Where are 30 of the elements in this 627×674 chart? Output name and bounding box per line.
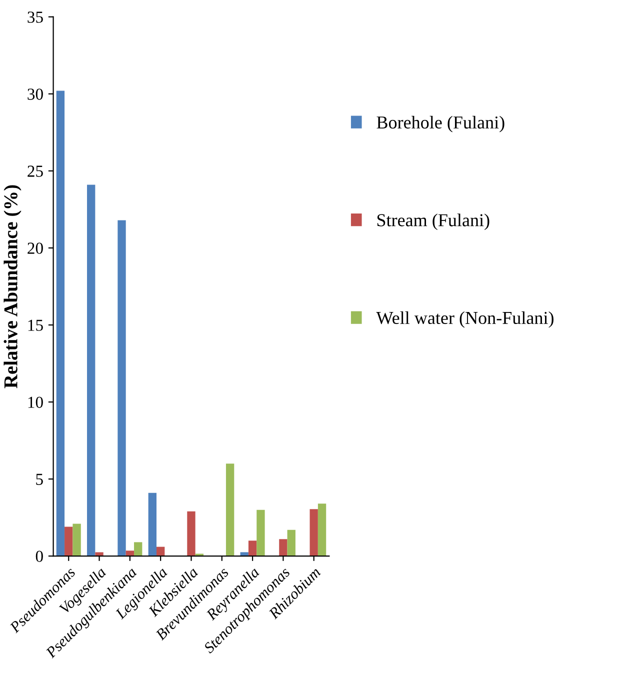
y-tick-label: 0 <box>36 550 43 562</box>
y-tick-label: 20 <box>28 242 43 254</box>
y-tick-label: 5 <box>36 474 43 485</box>
bar <box>72 524 81 556</box>
bar <box>95 552 104 556</box>
y-tick-label: 30 <box>28 88 43 100</box>
bar <box>187 511 196 556</box>
bar <box>87 184 96 556</box>
bar <box>318 504 326 556</box>
bar <box>118 220 126 556</box>
bar <box>134 542 142 556</box>
bar <box>287 530 296 556</box>
bar <box>156 546 165 556</box>
legend-label: Borehole (Fulani) <box>376 116 504 132</box>
bar <box>279 539 288 556</box>
legend-label: Stream (Fulani) <box>377 214 490 230</box>
bar <box>256 510 265 556</box>
bar <box>248 540 257 556</box>
y-axis-title: Relative Abundance (%) <box>4 185 22 388</box>
legend-label: Well water (Non-Fulani) <box>376 311 554 328</box>
y-tick-label: 35 <box>28 12 43 23</box>
y-tick-label: 25 <box>28 166 43 177</box>
bar <box>310 509 318 556</box>
bar <box>226 464 234 556</box>
bar <box>126 550 134 556</box>
bar <box>148 492 156 556</box>
y-tick-label: 15 <box>28 320 43 331</box>
y-tick-label: 10 <box>28 396 43 408</box>
bar <box>64 526 73 556</box>
bar <box>56 90 65 556</box>
